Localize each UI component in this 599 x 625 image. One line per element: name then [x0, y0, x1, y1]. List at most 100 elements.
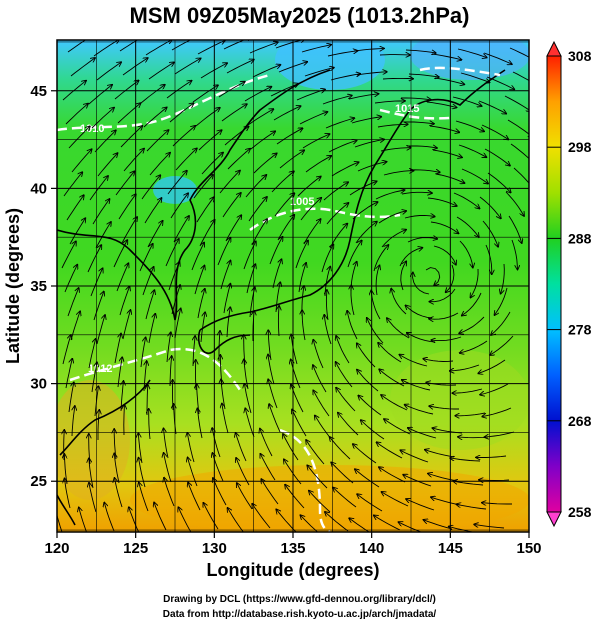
streamline: [336, 362, 353, 388]
streamline: [200, 312, 205, 343]
mild-patch-east: [390, 350, 529, 450]
coastline-ryukyu: [59, 379, 151, 456]
streamline: [115, 171, 134, 196]
streamline: [252, 504, 271, 529]
streamline: [400, 450, 429, 463]
streamline: [92, 199, 110, 225]
streamline: [429, 288, 456, 302]
streamline: [174, 309, 181, 339]
y-tick-label: 30: [30, 376, 47, 393]
streamline: [139, 244, 153, 272]
streamline: [485, 244, 492, 274]
streamline: [93, 292, 104, 321]
colorbar-label: 278: [568, 322, 592, 338]
streamline: [391, 289, 407, 315]
streamline: [381, 230, 406, 248]
streamline: [140, 337, 146, 368]
y-tick-label: 35: [30, 278, 47, 295]
streamline: [453, 192, 480, 209]
y-tick-label: 25: [30, 473, 47, 490]
streamline: [456, 216, 479, 237]
streamline: [236, 458, 250, 486]
streamline: [67, 40, 87, 53]
streamline: [402, 380, 431, 391]
colorbar-label: 298: [568, 139, 592, 155]
streamline: [304, 68, 334, 77]
streamline: [408, 73, 439, 77]
streamline: [300, 515, 319, 532]
streamline: [245, 175, 266, 198]
streamline: [406, 146, 437, 148]
streamline: [491, 311, 511, 335]
streamline: [504, 95, 529, 111]
streamline: [405, 405, 434, 415]
streamline: [146, 130, 169, 152]
streamline: [149, 409, 150, 440]
streamline: [459, 240, 473, 268]
streamline: [237, 483, 253, 510]
streamline: [226, 60, 254, 74]
streamline: [62, 81, 86, 101]
streamline: [222, 404, 229, 434]
colorbar-bottom-arrow: [546, 511, 562, 528]
credits: Drawing by DCL (https://www.gfd-dennou.o…: [0, 592, 599, 622]
isobar-label: 1012: [88, 363, 112, 375]
cold-patch-north: [275, 40, 385, 90]
y-tick-label: 45: [30, 83, 47, 100]
streamline: [121, 381, 124, 412]
streamline: [351, 285, 355, 316]
streamline: [325, 118, 354, 129]
streamline: [213, 478, 227, 506]
streamline: [490, 335, 514, 355]
streamline: [173, 380, 174, 411]
streamline: [432, 149, 462, 157]
streamline: [407, 238, 437, 243]
streamline: [479, 196, 501, 218]
streamline: [352, 202, 378, 220]
streamline: [227, 149, 250, 170]
streamline: [63, 172, 82, 197]
streamline: [327, 51, 358, 57]
streamline: [301, 45, 331, 53]
streamline: [197, 289, 205, 319]
cold-patch-northeast: [410, 40, 529, 80]
streamline: [425, 267, 441, 286]
streamline: [478, 359, 506, 373]
streamline: [325, 512, 349, 532]
streamline: [154, 503, 167, 531]
streamline: [252, 65, 280, 78]
streamline: [302, 134, 330, 149]
streamline: [429, 406, 459, 409]
streamline: [313, 340, 324, 369]
streamline: [119, 40, 139, 52]
streamline: [458, 144, 486, 157]
streamline: [487, 172, 511, 193]
x-axis-title: Longitude (degrees): [206, 560, 379, 580]
streamline: [119, 287, 130, 316]
streamline: [169, 103, 194, 123]
streamline: [279, 150, 304, 169]
streamline: [283, 434, 299, 461]
streamline: [295, 241, 308, 269]
streamline: [172, 126, 195, 147]
streamline: [377, 124, 408, 128]
streamline: [429, 312, 459, 319]
streamline: [66, 195, 84, 221]
warm-patch-southwest: [57, 380, 130, 500]
streamline: [353, 48, 384, 52]
streamline: [228, 508, 244, 532]
streamline: [174, 58, 201, 75]
streamline: [330, 74, 360, 81]
streamline: [462, 292, 482, 316]
x-tick-label: 135: [280, 540, 305, 557]
streamline: [367, 318, 384, 344]
streamline: [404, 215, 435, 218]
streamline: [452, 388, 483, 393]
streamline: [114, 334, 121, 364]
colorbar-labels: 308 298 288 278 268 258: [547, 48, 592, 520]
streamline: [219, 171, 240, 194]
streamline: [510, 143, 529, 163]
streamline: [171, 285, 180, 315]
streamline: [196, 360, 197, 391]
